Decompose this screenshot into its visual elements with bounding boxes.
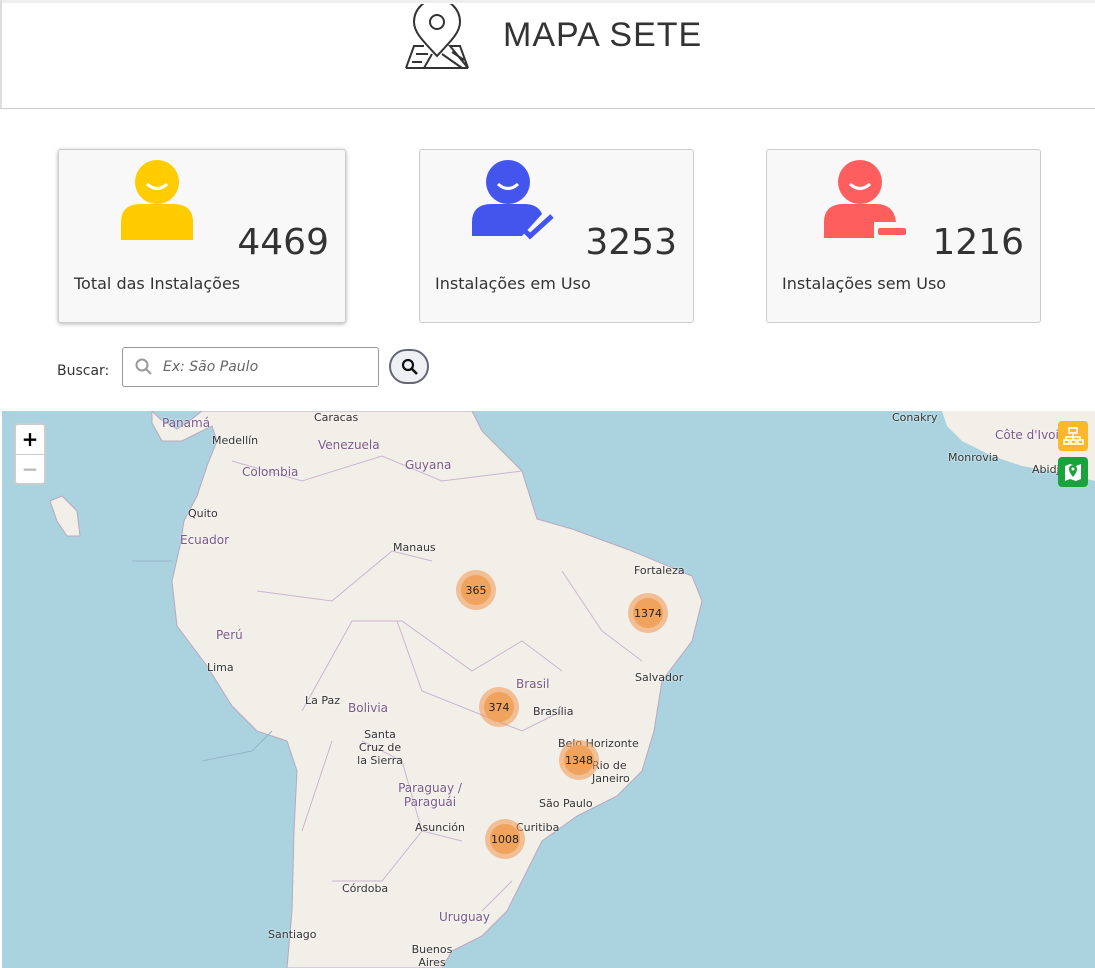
map-label: Brasil	[516, 677, 550, 691]
stat-value: 1216	[932, 222, 1024, 263]
cluster-marker[interactable]: 365	[456, 570, 496, 610]
map-label: Uruguay	[439, 910, 490, 924]
layer-button-map-marker[interactable]	[1058, 457, 1088, 487]
map-label: Córdoba	[342, 882, 389, 895]
map-marker-icon	[1065, 464, 1081, 481]
cluster-marker[interactable]: 1348	[559, 740, 599, 780]
top-border	[0, 0, 1095, 3]
user-icon	[121, 160, 193, 240]
stat-label: Total das Instalações	[74, 274, 241, 293]
map-label: Ecuador	[180, 533, 230, 547]
zoom-control: + −	[14, 423, 46, 485]
map-label: Brasília	[533, 705, 574, 718]
search-input[interactable]	[161, 358, 361, 376]
map-label: São Paulo	[539, 797, 593, 810]
layer-button-sitemap[interactable]	[1058, 421, 1088, 451]
map-label: Curitiba	[516, 821, 560, 834]
cluster-count: 1374	[633, 598, 663, 628]
page-title: MAPA SETE	[503, 16, 703, 54]
map-pin-icon	[405, 4, 469, 69]
cluster-marker[interactable]: 1374	[628, 593, 668, 633]
stat-value: 4469	[237, 222, 329, 263]
map-tiles	[49, 411, 1095, 968]
map-label: Lima	[207, 661, 234, 674]
map-label: Paraguay / Paraguái	[398, 781, 462, 809]
map-label: Santiago	[268, 928, 317, 941]
user-minus-icon	[824, 160, 906, 238]
search-label: Buscar:	[57, 363, 110, 379]
search-icon	[401, 358, 418, 375]
map-label: Fortaleza	[634, 564, 685, 577]
map[interactable]: Panamá Caracas Medellín Colombia Venezue…	[2, 411, 1095, 968]
stat-label: Instalações em Uso	[435, 274, 591, 293]
cluster-marker[interactable]: 374	[479, 687, 519, 727]
stat-card-unused: 1216 Instalações sem Uso	[766, 149, 1041, 323]
zoom-out-button[interactable]: −	[16, 454, 44, 483]
map-label: La Paz	[305, 694, 341, 707]
header: MAPA SETE	[0, 0, 1095, 109]
map-label: Rio de Janeiro	[592, 759, 630, 785]
map-label: Buenos Aires	[411, 943, 453, 968]
cluster-count: 365	[461, 575, 491, 605]
map-label: Côte d'Ivoire	[995, 428, 1071, 442]
map-label: Panamá	[162, 416, 211, 430]
map-label: Guyana	[405, 458, 452, 472]
stat-value: 3253	[585, 222, 677, 263]
map-label: Caracas	[314, 411, 359, 424]
map-label: Salvador	[635, 671, 684, 684]
map-label: Manaus	[393, 541, 436, 554]
map-label: Monrovia	[948, 451, 999, 464]
stat-label: Instalações sem Uso	[782, 274, 947, 293]
cluster-count: 1008	[490, 824, 520, 854]
map-label: Conakry	[892, 411, 938, 424]
cluster-count: 1348	[564, 745, 594, 775]
sitemap-icon	[1063, 427, 1084, 445]
map-label: Medellín	[212, 434, 259, 447]
map-label: Perú	[216, 628, 243, 642]
map-label: Bolivia	[348, 701, 389, 715]
search-button[interactable]	[389, 349, 429, 384]
search-icon	[135, 358, 152, 375]
stat-card-in-use: 3253 Instalações em Uso	[419, 149, 694, 323]
cluster-marker[interactable]: 1008	[485, 819, 525, 859]
cluster-count: 374	[484, 692, 514, 722]
user-check-icon	[472, 160, 554, 240]
map-label: Venezuela	[318, 438, 380, 452]
map-label: Colombia	[242, 465, 299, 479]
zoom-in-button[interactable]: +	[21, 427, 39, 451]
stat-card-total: 4469 Total das Instalações	[58, 149, 346, 323]
map-label: Asunción	[415, 821, 466, 834]
search-field[interactable]	[122, 347, 379, 387]
map-label: Santa Cruz de la Sierra	[357, 728, 403, 767]
map-label: Quito	[188, 507, 218, 520]
